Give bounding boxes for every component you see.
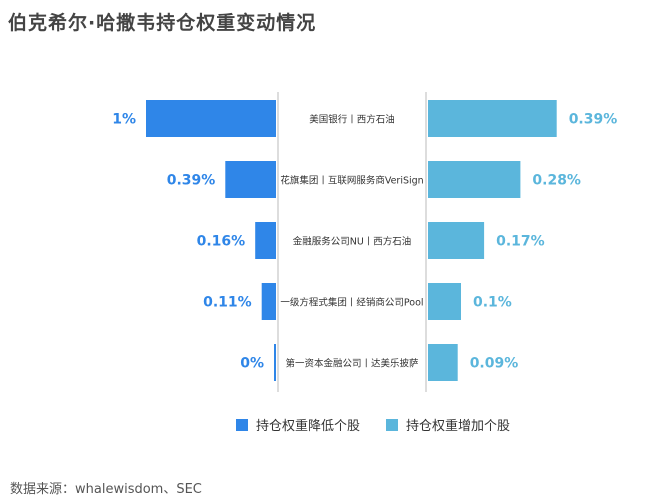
value-label-decrease: 1% xyxy=(112,112,136,128)
legend-swatch-increase xyxy=(386,419,398,431)
chart-title: 伯克希尔·哈撒韦持仓权重变动情况 xyxy=(8,12,317,34)
value-label-decrease: 0% xyxy=(240,356,264,372)
value-label-decrease: 0.11% xyxy=(203,295,252,311)
bar-decrease xyxy=(261,283,276,320)
row-label: 美国银行丨西方石油 xyxy=(309,114,395,126)
source-note: 数据来源：whalewisdom、SEC xyxy=(10,482,202,497)
bar-increase xyxy=(428,344,458,381)
bar-increase xyxy=(428,100,557,137)
bar-decrease xyxy=(274,344,276,381)
row-label: 第一资本金融公司丨达美乐披萨 xyxy=(285,358,419,370)
value-label-decrease: 0.39% xyxy=(167,173,216,189)
value-label-increase: 0.39% xyxy=(569,112,618,128)
bar-decrease xyxy=(255,222,276,259)
value-label-increase: 0.09% xyxy=(470,356,519,372)
legend-label-decrease: 持仓权重降低个股 xyxy=(256,418,360,434)
bar-increase xyxy=(428,222,485,259)
legend-swatch-decrease xyxy=(236,419,248,431)
row-label: 一级方程式集团丨经销商公司Pool xyxy=(280,297,423,309)
bar-decrease xyxy=(225,161,276,198)
row-label: 金融服务公司NU丨西方石油 xyxy=(293,236,412,248)
bar-increase xyxy=(428,161,521,198)
row-label: 花旗集团丨互联网服务商VeriSign xyxy=(280,175,423,187)
value-label-increase: 0.17% xyxy=(496,234,545,250)
value-label-decrease: 0.16% xyxy=(197,234,246,250)
bar-increase xyxy=(428,283,461,320)
legend-label-increase: 持仓权重增加个股 xyxy=(406,418,510,434)
value-label-increase: 0.1% xyxy=(473,295,512,311)
bar-decrease xyxy=(146,100,276,137)
value-label-increase: 0.28% xyxy=(532,173,581,189)
